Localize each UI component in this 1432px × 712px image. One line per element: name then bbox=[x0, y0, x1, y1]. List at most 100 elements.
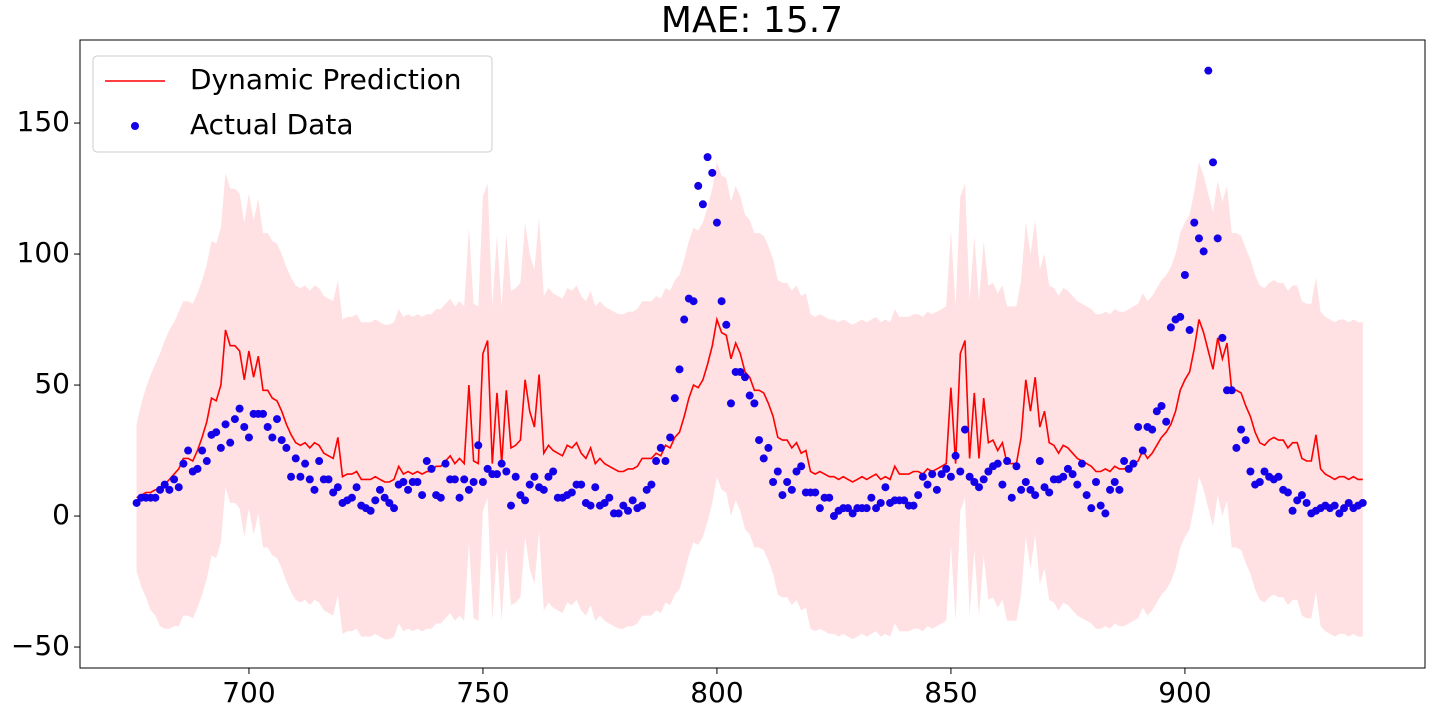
data-point bbox=[591, 483, 600, 492]
data-point bbox=[628, 496, 637, 505]
data-point bbox=[385, 498, 394, 507]
data-point bbox=[1246, 467, 1255, 476]
data-point bbox=[1129, 459, 1138, 468]
data-point bbox=[1068, 470, 1077, 479]
data-point bbox=[333, 483, 342, 492]
data-point bbox=[530, 472, 539, 481]
data-point bbox=[511, 472, 520, 481]
data-point bbox=[736, 367, 745, 376]
data-point bbox=[1237, 425, 1246, 434]
data-point bbox=[1045, 488, 1054, 497]
data-point bbox=[165, 485, 174, 494]
data-point bbox=[184, 446, 193, 455]
data-point bbox=[745, 391, 754, 400]
data-point bbox=[1115, 485, 1124, 494]
data-point bbox=[375, 485, 384, 494]
data-point bbox=[455, 493, 464, 502]
data-point bbox=[1194, 234, 1203, 243]
data-point bbox=[160, 480, 169, 489]
data-point bbox=[932, 485, 941, 494]
data-point bbox=[712, 218, 721, 227]
data-point bbox=[226, 438, 235, 447]
data-point bbox=[1204, 66, 1213, 75]
data-point bbox=[811, 488, 820, 497]
data-point bbox=[1026, 485, 1035, 494]
data-point bbox=[1012, 462, 1021, 471]
data-point bbox=[1293, 496, 1302, 505]
data-point bbox=[380, 493, 389, 502]
data-point bbox=[694, 181, 703, 190]
data-point bbox=[427, 464, 436, 473]
data-point bbox=[783, 477, 792, 486]
data-point bbox=[829, 512, 838, 521]
data-point bbox=[815, 504, 824, 513]
y-tick-label: 50 bbox=[34, 367, 70, 400]
data-point bbox=[1260, 467, 1269, 476]
data-point bbox=[507, 501, 516, 510]
data-point bbox=[1152, 407, 1161, 416]
data-point bbox=[1302, 498, 1311, 507]
data-point bbox=[202, 457, 211, 466]
data-point bbox=[287, 472, 296, 481]
data-point bbox=[156, 485, 165, 494]
prediction-line bbox=[136, 316, 1363, 499]
data-point bbox=[848, 509, 857, 518]
data-point bbox=[764, 443, 773, 452]
data-point bbox=[404, 485, 413, 494]
data-point bbox=[876, 498, 885, 507]
data-point bbox=[960, 425, 969, 434]
data-point bbox=[1232, 443, 1241, 452]
data-point bbox=[390, 504, 399, 513]
data-point bbox=[1344, 498, 1353, 507]
data-point bbox=[221, 420, 230, 429]
data-point bbox=[722, 320, 731, 329]
data-point bbox=[544, 472, 553, 481]
confidence-band bbox=[136, 162, 1363, 640]
data-point bbox=[1180, 271, 1189, 280]
data-point bbox=[979, 475, 988, 484]
data-point bbox=[230, 415, 239, 424]
data-point bbox=[1134, 422, 1143, 431]
data-point bbox=[1213, 234, 1222, 243]
data-point bbox=[422, 457, 431, 466]
y-tick-label: 100 bbox=[17, 236, 70, 269]
data-point bbox=[843, 504, 852, 513]
data-point bbox=[703, 153, 712, 162]
data-point bbox=[600, 498, 609, 507]
data-point bbox=[366, 506, 375, 515]
data-point bbox=[450, 475, 459, 484]
data-point bbox=[469, 477, 478, 486]
data-point bbox=[914, 491, 923, 500]
data-point bbox=[773, 467, 782, 476]
data-point bbox=[778, 491, 787, 500]
data-point bbox=[151, 493, 160, 502]
data-point bbox=[1190, 218, 1199, 227]
data-point bbox=[642, 485, 651, 494]
data-point bbox=[670, 394, 679, 403]
data-point bbox=[1185, 326, 1194, 335]
data-point bbox=[1096, 501, 1105, 510]
data-point bbox=[216, 443, 225, 452]
y-tick-label: −50 bbox=[11, 629, 70, 662]
data-point bbox=[881, 483, 890, 492]
x-tick-label: 800 bbox=[690, 676, 743, 709]
data-point bbox=[441, 459, 450, 468]
data-point bbox=[750, 399, 759, 408]
data-point bbox=[277, 436, 286, 445]
data-point bbox=[347, 493, 356, 502]
x-tick-label: 700 bbox=[222, 676, 275, 709]
data-point bbox=[132, 498, 141, 507]
data-point bbox=[759, 454, 768, 463]
data-point bbox=[198, 446, 207, 455]
data-point bbox=[647, 480, 656, 489]
data-point bbox=[923, 480, 932, 489]
data-point bbox=[1288, 506, 1297, 515]
data-point bbox=[787, 485, 796, 494]
data-point bbox=[1255, 477, 1264, 486]
data-point bbox=[680, 315, 689, 324]
data-point bbox=[296, 472, 305, 481]
data-point bbox=[1092, 477, 1101, 486]
data-point bbox=[577, 480, 586, 489]
data-point bbox=[675, 365, 684, 374]
data-point bbox=[1241, 436, 1250, 445]
